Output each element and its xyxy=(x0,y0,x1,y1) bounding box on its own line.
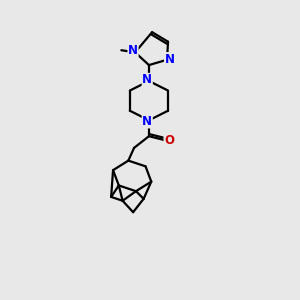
Text: N: N xyxy=(164,52,175,66)
Text: N: N xyxy=(142,74,152,86)
Text: N: N xyxy=(128,44,138,57)
Text: O: O xyxy=(164,134,174,147)
Text: N: N xyxy=(142,115,152,128)
